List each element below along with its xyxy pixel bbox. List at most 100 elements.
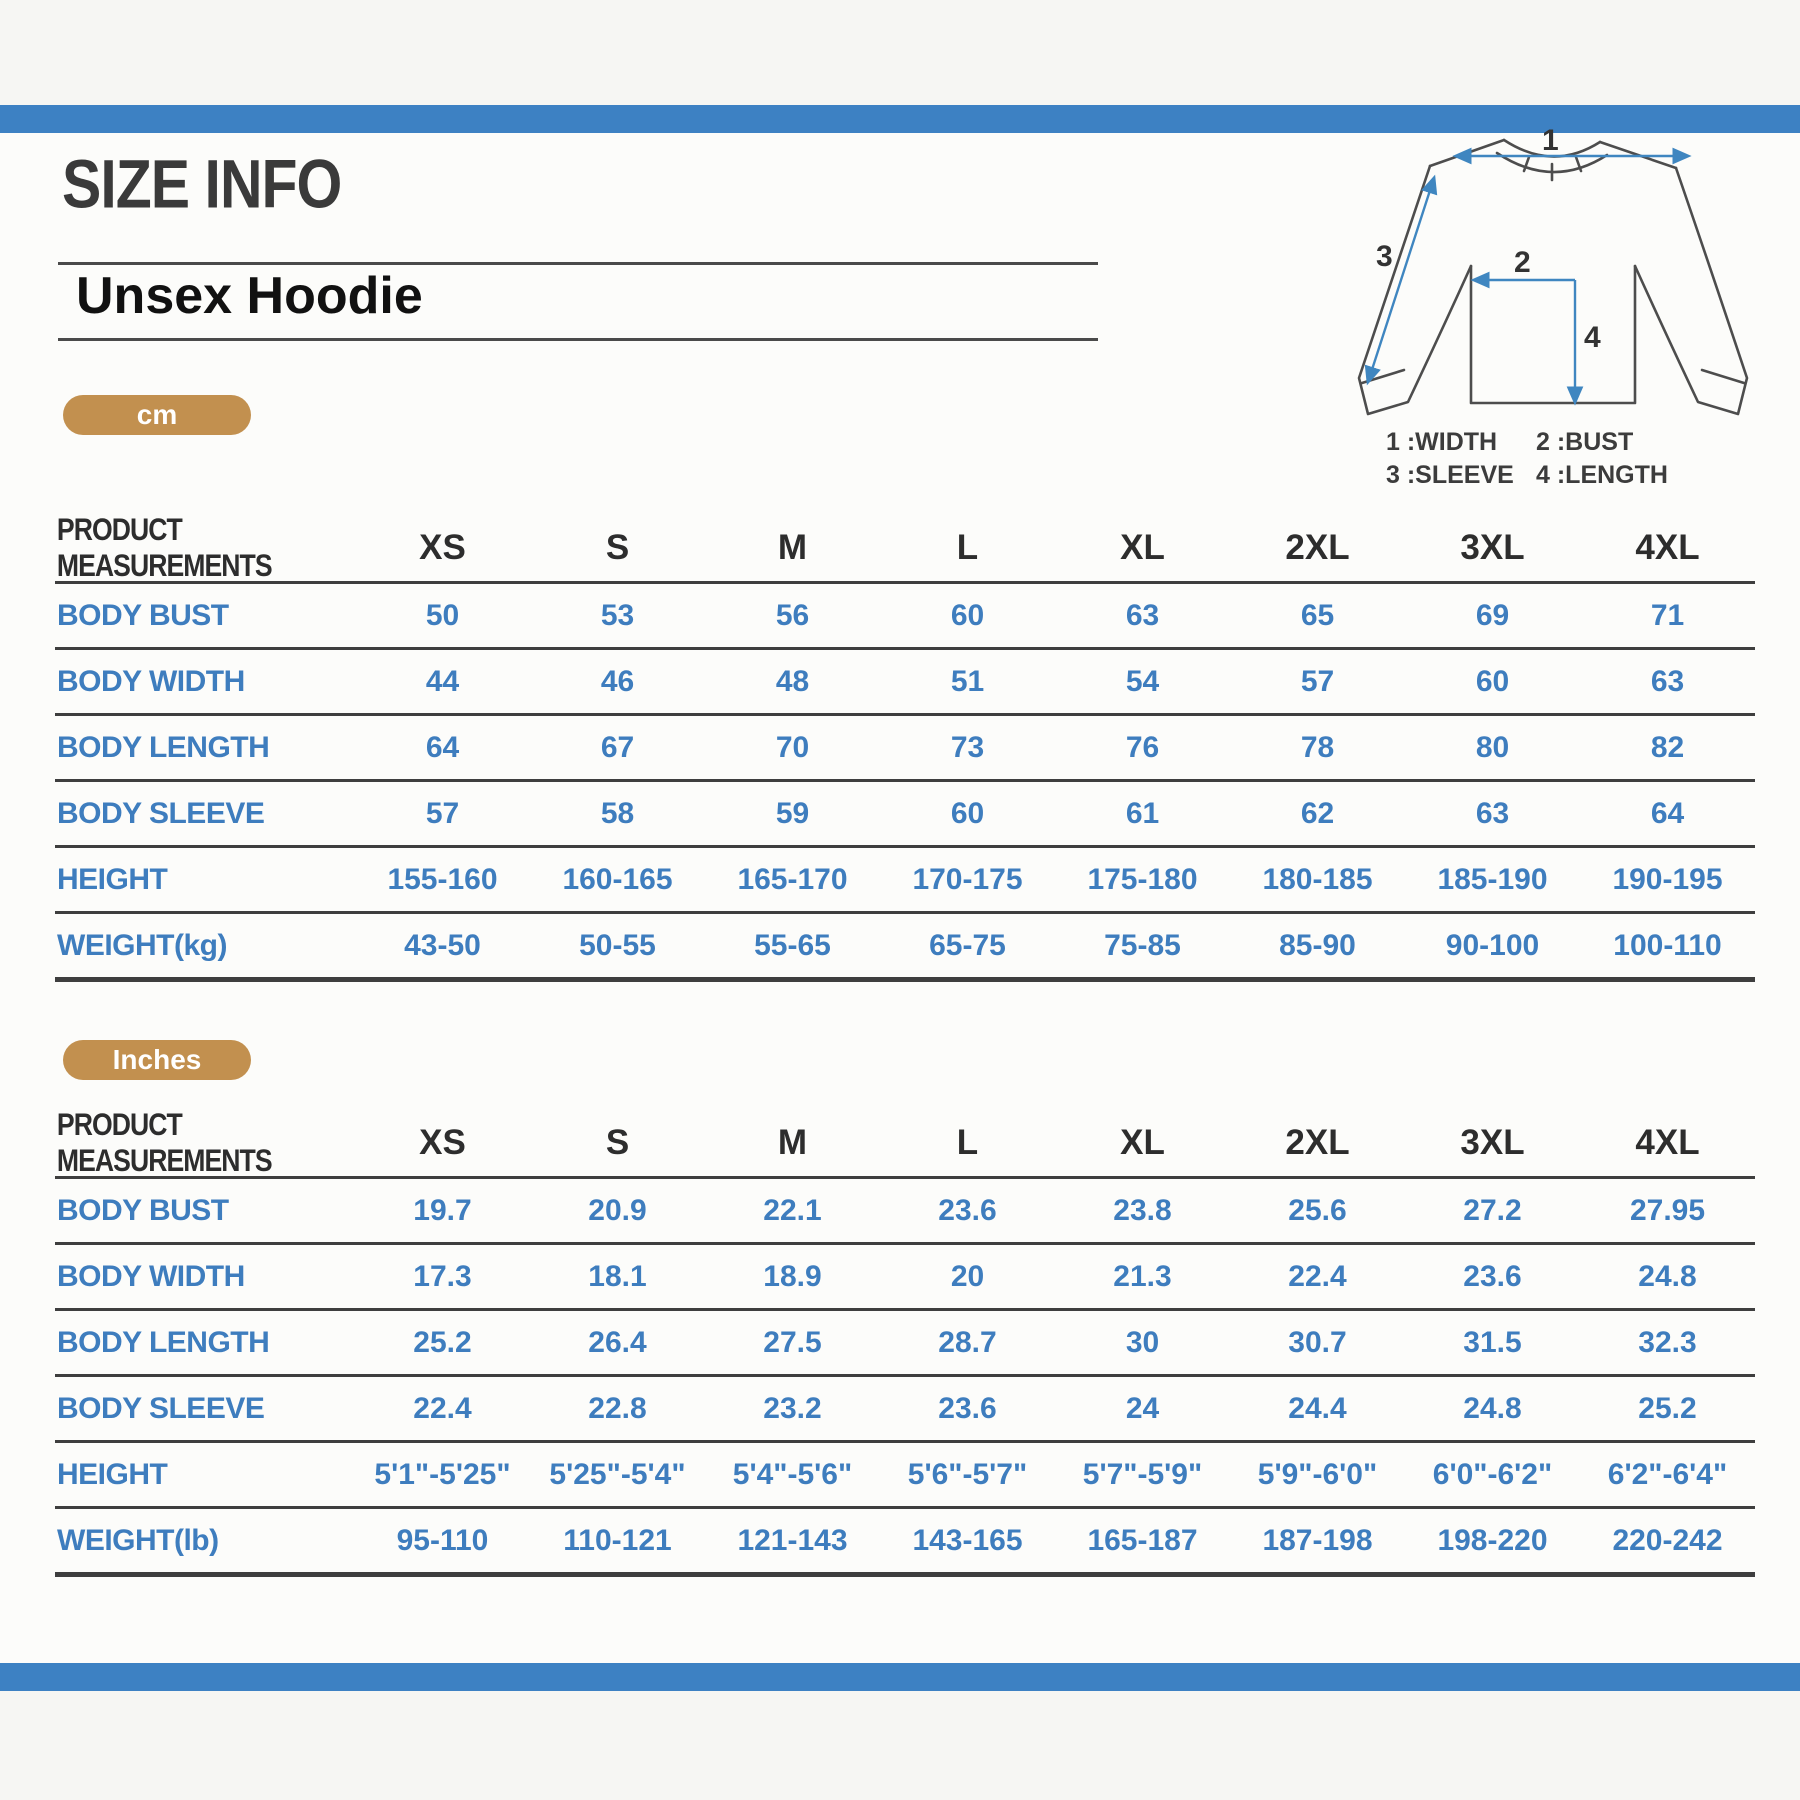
value-cell: 170-175 bbox=[912, 862, 1023, 896]
value-cell: 85-90 bbox=[1279, 928, 1356, 962]
table-row-body-length: BODY LENGTH 25.2 26.4 27.5 28.7 30 30.7 … bbox=[55, 1311, 1755, 1377]
value-cell: 55-65 bbox=[754, 928, 831, 962]
value-cell: 63 bbox=[1125, 598, 1160, 632]
value-cell: 30.7 bbox=[1288, 1325, 1347, 1359]
value-cell: 143-165 bbox=[912, 1523, 1023, 1557]
column-header-2xl: 2XL bbox=[1285, 1123, 1350, 1162]
value-cell: 220-242 bbox=[1612, 1523, 1723, 1557]
value-cell: 155-160 bbox=[387, 862, 498, 896]
value-cell: 73 bbox=[950, 730, 985, 764]
table-row-height: HEIGHT 5'1"-5'25" 5'25"-5'4" 5'4"-5'6" 5… bbox=[55, 1443, 1755, 1509]
value-cell: 43-50 bbox=[404, 928, 481, 962]
value-cell: 44 bbox=[425, 664, 460, 698]
inches-unit-badge: Inches bbox=[63, 1040, 251, 1080]
row-label: BODY WIDTH bbox=[57, 664, 245, 698]
value-cell: 24 bbox=[1125, 1391, 1160, 1425]
value-cell: 5'1"-5'25" bbox=[374, 1457, 511, 1491]
row-label: BODY BUST bbox=[57, 598, 229, 632]
value-cell: 50-55 bbox=[579, 928, 656, 962]
value-cell: 23.6 bbox=[938, 1193, 997, 1227]
table-row-body-width: BODY WIDTH 44 46 48 51 54 57 60 63 bbox=[55, 650, 1755, 716]
value-cell: 30 bbox=[1125, 1325, 1160, 1359]
value-cell: 95-110 bbox=[396, 1523, 489, 1557]
value-cell: 23.2 bbox=[763, 1391, 822, 1425]
value-cell: 59 bbox=[775, 796, 810, 830]
value-cell: 51 bbox=[950, 664, 985, 698]
value-cell: 18.1 bbox=[588, 1259, 647, 1293]
value-cell: 5'25"-5'4" bbox=[549, 1457, 686, 1491]
row-label: WEIGHT(lb) bbox=[57, 1523, 219, 1557]
value-cell: 65 bbox=[1300, 598, 1335, 632]
value-cell: 23.6 bbox=[1463, 1259, 1522, 1293]
value-cell: 23.8 bbox=[1113, 1193, 1172, 1227]
value-cell: 57 bbox=[1300, 664, 1335, 698]
cm-unit-badge: cm bbox=[63, 395, 251, 435]
value-cell: 75-85 bbox=[1104, 928, 1181, 962]
column-header-xl: XL bbox=[1120, 1123, 1165, 1162]
arrow-number-labels: 1 2 3 4 bbox=[1376, 126, 1601, 354]
column-header-l: L bbox=[956, 528, 979, 567]
table-row-body-bust: BODY BUST 50 53 56 60 63 65 69 71 bbox=[55, 584, 1755, 650]
value-cell: 5'4"-5'6" bbox=[732, 1457, 853, 1491]
row-label: WEIGHT(kg) bbox=[57, 928, 227, 962]
value-cell: 46 bbox=[600, 664, 635, 698]
hoodie-diagram: 1 2 3 4 bbox=[1357, 126, 1749, 416]
value-cell: 22.8 bbox=[588, 1391, 647, 1425]
value-cell: 60 bbox=[950, 598, 985, 632]
bottom-margin-band bbox=[0, 1691, 1800, 1800]
value-cell: 23.6 bbox=[938, 1391, 997, 1425]
legend-item-sleeve: 3 :SLEEVE bbox=[1386, 461, 1514, 489]
sleeve-arrow bbox=[1364, 174, 1438, 386]
value-cell: 22.4 bbox=[1288, 1259, 1347, 1293]
table-header-row: PRODUCT MEASUREMENTS XS S M L XL 2XL 3XL… bbox=[55, 1107, 1755, 1179]
value-cell: 27.2 bbox=[1463, 1193, 1522, 1227]
value-cell: 60 bbox=[1475, 664, 1510, 698]
bottom-accent-bar bbox=[0, 1663, 1800, 1691]
value-cell: 25.6 bbox=[1288, 1193, 1347, 1227]
value-cell: 28.7 bbox=[938, 1325, 997, 1359]
diagram-legend: 1 :WIDTH 2 :BUST 3 :SLEEVE 4 :LENGTH bbox=[1386, 428, 1706, 494]
value-cell: 19.7 bbox=[413, 1193, 472, 1227]
column-header-3xl: 3XL bbox=[1460, 1123, 1525, 1162]
row-label: HEIGHT bbox=[57, 862, 168, 896]
table-row-body-sleeve: BODY SLEEVE 22.4 22.8 23.2 23.6 24 24.4 … bbox=[55, 1377, 1755, 1443]
cm-size-table: PRODUCT MEASUREMENTS XS S M L XL 2XL 3XL… bbox=[55, 512, 1755, 982]
page-title: SIZE INFO bbox=[62, 147, 342, 223]
value-cell: 62 bbox=[1300, 796, 1335, 830]
value-cell: 71 bbox=[1650, 598, 1685, 632]
value-cell: 20 bbox=[950, 1259, 985, 1293]
value-cell: 6'0"-6'2" bbox=[1432, 1457, 1553, 1491]
table-header-row: PRODUCT MEASUREMENTS XS S M L XL 2XL 3XL… bbox=[55, 512, 1755, 584]
value-cell: 26.4 bbox=[588, 1325, 647, 1359]
table-row-body-sleeve: BODY SLEEVE 57 58 59 60 61 62 63 64 bbox=[55, 782, 1755, 848]
value-cell: 180-185 bbox=[1262, 862, 1373, 896]
value-cell: 121-143 bbox=[737, 1523, 848, 1557]
bust-number: 2 bbox=[1514, 246, 1531, 279]
value-cell: 50 bbox=[425, 598, 460, 632]
table-row-weight-lb: WEIGHT(lb) 95-110 110-121 121-143 143-16… bbox=[55, 1509, 1755, 1577]
length-number: 4 bbox=[1584, 321, 1601, 354]
value-cell: 27.5 bbox=[763, 1325, 822, 1359]
column-header-3xl: 3XL bbox=[1460, 528, 1525, 567]
value-cell: 17.3 bbox=[413, 1259, 472, 1293]
value-cell: 24.8 bbox=[1463, 1391, 1522, 1425]
value-cell: 31.5 bbox=[1463, 1325, 1522, 1359]
column-header-xs: XS bbox=[419, 1123, 466, 1162]
product-name: Unsex Hoodie bbox=[76, 267, 423, 325]
value-cell: 22.1 bbox=[763, 1193, 822, 1227]
value-cell: 60 bbox=[950, 796, 985, 830]
table-row-body-length: BODY LENGTH 64 67 70 73 76 78 80 82 bbox=[55, 716, 1755, 782]
column-header-xl: XL bbox=[1120, 528, 1165, 567]
value-cell: 100-110 bbox=[1613, 928, 1722, 962]
value-cell: 76 bbox=[1125, 730, 1160, 764]
column-header-m: M bbox=[777, 528, 808, 567]
sleeve-number: 3 bbox=[1376, 240, 1393, 273]
value-cell: 90-100 bbox=[1445, 928, 1540, 962]
value-cell: 25.2 bbox=[1638, 1391, 1697, 1425]
row-label: BODY BUST bbox=[57, 1193, 229, 1227]
value-cell: 56 bbox=[775, 598, 810, 632]
column-header-4xl: 4XL bbox=[1635, 528, 1700, 567]
value-cell: 32.3 bbox=[1638, 1325, 1697, 1359]
value-cell: 24.8 bbox=[1638, 1259, 1697, 1293]
